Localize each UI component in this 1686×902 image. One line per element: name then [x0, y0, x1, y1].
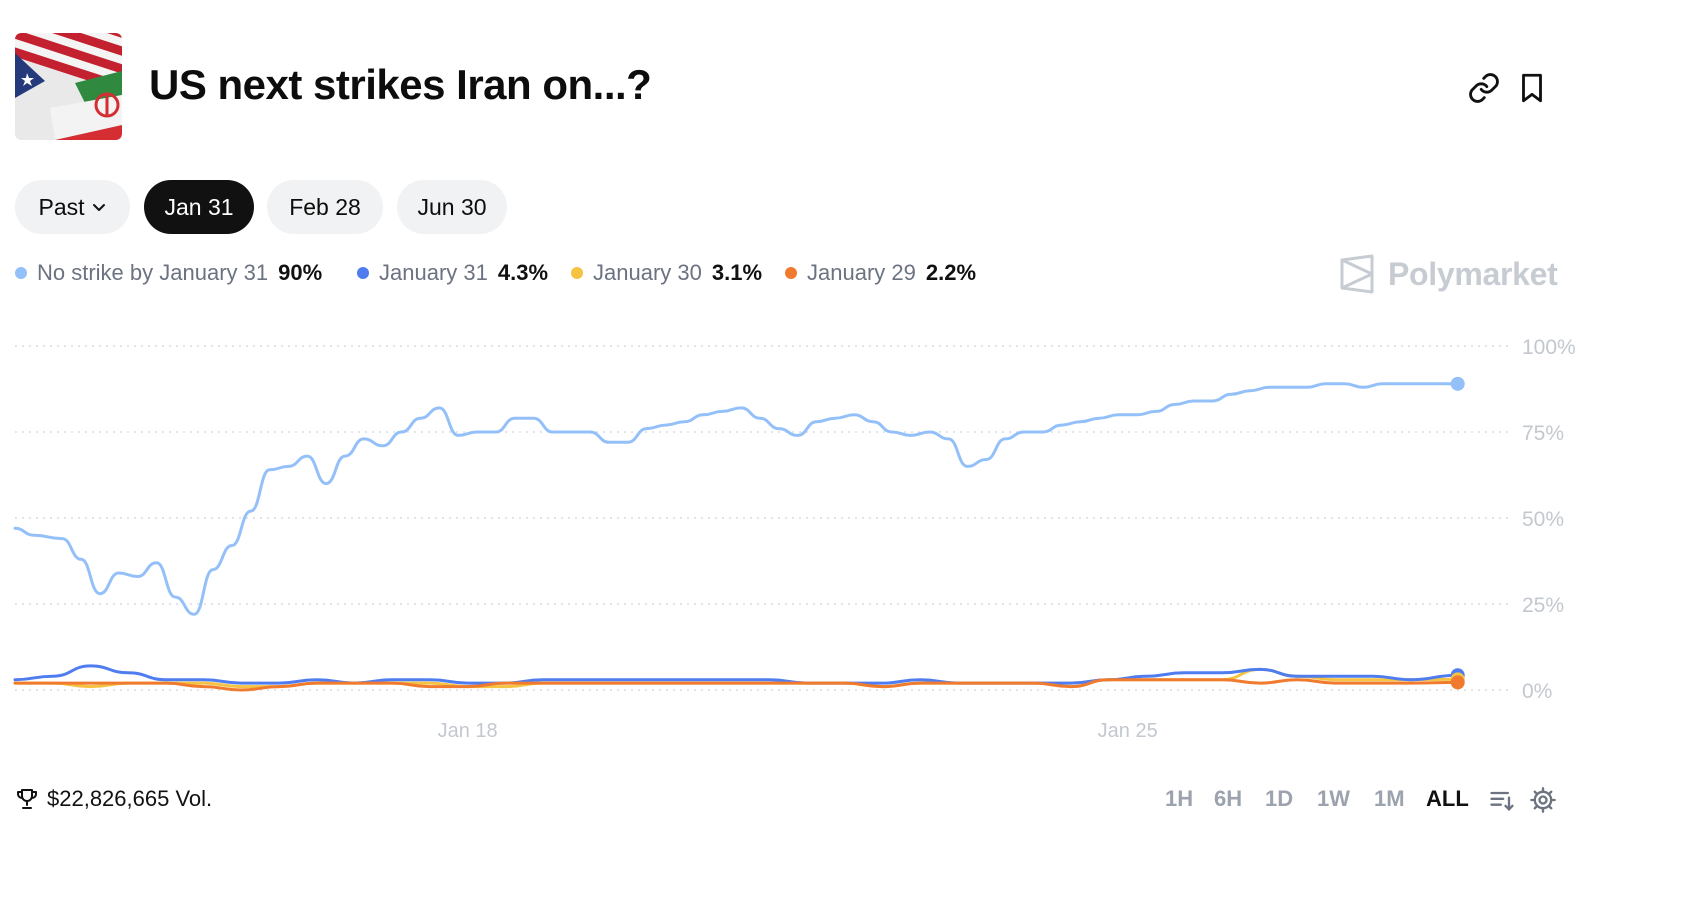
gear-icon[interactable]: [1529, 786, 1557, 814]
volume: $22,826,665 Vol.: [15, 786, 212, 812]
range-1w[interactable]: 1W: [1317, 786, 1350, 811]
legend-label: January 31: [379, 260, 488, 285]
legend-label: January 30: [593, 260, 702, 285]
series-line: [13, 382, 1460, 616]
tab-jan-31[interactable]: Jan 31: [144, 180, 254, 234]
series-line: [13, 678, 1460, 692]
legend-label: No strike by January 31: [37, 260, 269, 285]
y-tick-label: 25%: [1522, 594, 1564, 617]
polymarket-logo-icon: [1340, 254, 1374, 294]
series-line: [13, 664, 1460, 685]
market-header: US next strikes Iran on...?: [15, 33, 1671, 141]
tab-feb-28-label: Feb 28: [289, 193, 361, 220]
x-tick-label: Jan 25: [1098, 720, 1158, 742]
tab-past-label: Past: [38, 193, 85, 220]
y-tick-label: 75%: [1522, 422, 1564, 445]
legend-value: 3.1%: [711, 260, 763, 285]
tab-past[interactable]: Past: [15, 180, 130, 234]
tab-jun-30-label: Jun 30: [417, 193, 487, 220]
range-1h[interactable]: 1H: [1165, 786, 1194, 811]
legend-item-jan-29: January 29 2.2%: [785, 258, 976, 288]
volume-text: $22,826,665 Vol.: [47, 786, 213, 811]
legend-dot: [357, 267, 369, 279]
y-tick-label: 50%: [1522, 508, 1564, 531]
us-iran-flags-image: [15, 33, 122, 140]
legend-item-no-strike: No strike by January 31 90%: [15, 258, 322, 288]
link-icon[interactable]: [1467, 71, 1501, 105]
page-title: US next strikes Iran on...?: [149, 61, 652, 108]
legend-value: 2.2%: [925, 260, 977, 285]
legend-label: January 29: [807, 260, 916, 285]
legend-item-jan-30: January 30 3.1%: [571, 258, 762, 288]
trophy-icon: [17, 789, 37, 809]
legend-dot: [571, 267, 583, 279]
legend-value: 4.3%: [497, 260, 549, 285]
chart-footer: $22,826,665 Vol. 1H 6H 1D 1W 1M ALL: [15, 780, 1671, 820]
range-all[interactable]: ALL: [1426, 786, 1469, 811]
y-tick-label: 100%: [1522, 336, 1576, 359]
brand-name: Polymarket: [1388, 255, 1558, 292]
tab-jan-31-label: Jan 31: [164, 193, 234, 220]
legend-value: 90%: [278, 260, 323, 285]
x-tick-label: Jan 18: [438, 720, 498, 742]
range-1m[interactable]: 1M: [1374, 786, 1405, 811]
tab-jun-30[interactable]: Jun 30: [397, 180, 507, 234]
tab-feb-28[interactable]: Feb 28: [267, 180, 383, 234]
series-end-point: [1450, 675, 1465, 690]
polymarket-watermark: Polymarket: [1338, 252, 1558, 296]
range-1d[interactable]: 1D: [1265, 786, 1294, 811]
sort-lines-icon[interactable]: [1488, 786, 1516, 814]
bookmark-icon[interactable]: [1515, 71, 1549, 105]
chevron-down-icon: [92, 204, 105, 211]
series-end-point: [1450, 376, 1465, 391]
price-chart: 0% 25% 50% 75% 100% Jan 18 Jan 25: [13, 336, 1576, 742]
legend-item-jan-31: January 31 4.3%: [357, 258, 548, 288]
y-tick-label: 0%: [1522, 680, 1552, 703]
range-6h[interactable]: 6H: [1214, 786, 1243, 811]
legend-dot: [785, 267, 797, 279]
legend-dot: [15, 267, 27, 279]
